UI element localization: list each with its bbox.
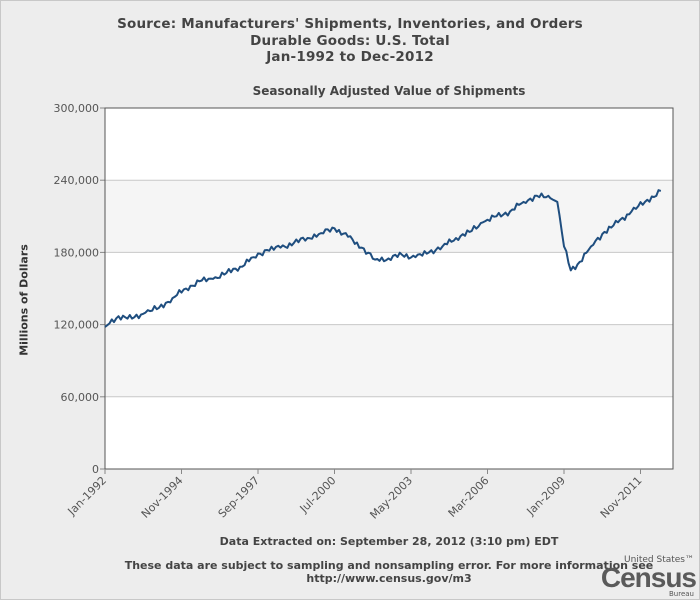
x-tick-label: Jul-2000 xyxy=(297,474,339,516)
census-bureau-logo: United States™ Census Bureau xyxy=(600,555,697,598)
plot-border xyxy=(104,107,674,470)
logo-top-text: United States™ xyxy=(624,555,694,565)
census-link[interactable]: http://www.census.gov/m3 xyxy=(306,572,472,585)
data-extracted-note: Data Extracted on: September 28, 2012 (3… xyxy=(219,535,559,548)
x-tick-label: Nov-1994 xyxy=(139,474,186,521)
y-tick-label: 180,000 xyxy=(54,246,100,259)
plot-band xyxy=(105,180,673,253)
header-line-1: Source: Manufacturers' Shipments, Invent… xyxy=(117,16,583,32)
x-tick-label: Nov-2011 xyxy=(598,474,645,521)
x-tick-label: Sep-1997 xyxy=(216,474,262,520)
plot-area xyxy=(105,108,673,469)
y-tick-label: 60,000 xyxy=(61,391,100,404)
x-tick-label: Mar-2006 xyxy=(446,474,492,520)
y-tick-label: 300,000 xyxy=(54,102,100,115)
header-line-3: Jan-1992 to Dec-2012 xyxy=(266,49,434,65)
plot-band xyxy=(105,324,673,397)
x-tick-label: May-2003 xyxy=(367,474,415,522)
x-tick-label: Jan-2009 xyxy=(524,474,568,518)
y-tick-label: 120,000 xyxy=(54,319,100,332)
x-tick-label: Jan-1992 xyxy=(65,474,109,518)
y-tick-label: 0 xyxy=(92,463,99,476)
logo-bottom-text: Bureau xyxy=(669,590,694,598)
sampling-note: These data are subject to sampling and n… xyxy=(124,559,654,572)
chart-title: Seasonally Adjusted Value of Shipments xyxy=(252,84,526,98)
y-tick-label: 240,000 xyxy=(54,174,100,187)
header-line-2: Durable Goods: U.S. Total xyxy=(250,33,450,49)
shipments-series-line xyxy=(104,189,662,328)
logo-main-text: Census xyxy=(600,562,697,593)
